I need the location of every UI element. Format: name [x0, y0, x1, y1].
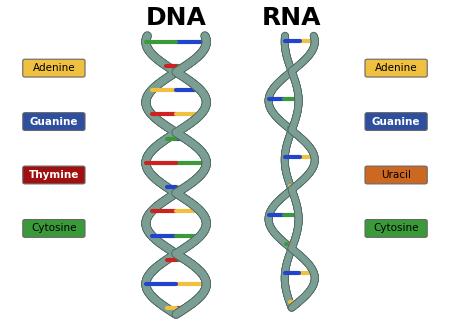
FancyBboxPatch shape: [105, 19, 336, 317]
Text: Guanine: Guanine: [372, 116, 420, 127]
FancyBboxPatch shape: [23, 59, 85, 77]
Text: Uracil: Uracil: [381, 170, 411, 180]
Text: Guanine: Guanine: [30, 116, 78, 127]
Text: Cytosine: Cytosine: [31, 223, 76, 233]
Text: Adenine: Adenine: [375, 63, 418, 73]
FancyBboxPatch shape: [365, 113, 427, 130]
FancyBboxPatch shape: [365, 219, 427, 237]
Text: Thymine: Thymine: [29, 170, 79, 180]
Text: DNA: DNA: [146, 6, 207, 30]
FancyBboxPatch shape: [23, 219, 85, 237]
FancyBboxPatch shape: [365, 59, 427, 77]
Text: RNA: RNA: [262, 6, 321, 30]
Text: Cytosine: Cytosine: [374, 223, 419, 233]
FancyBboxPatch shape: [365, 166, 427, 184]
Text: Adenine: Adenine: [32, 63, 75, 73]
FancyBboxPatch shape: [23, 113, 85, 130]
FancyBboxPatch shape: [23, 166, 85, 184]
